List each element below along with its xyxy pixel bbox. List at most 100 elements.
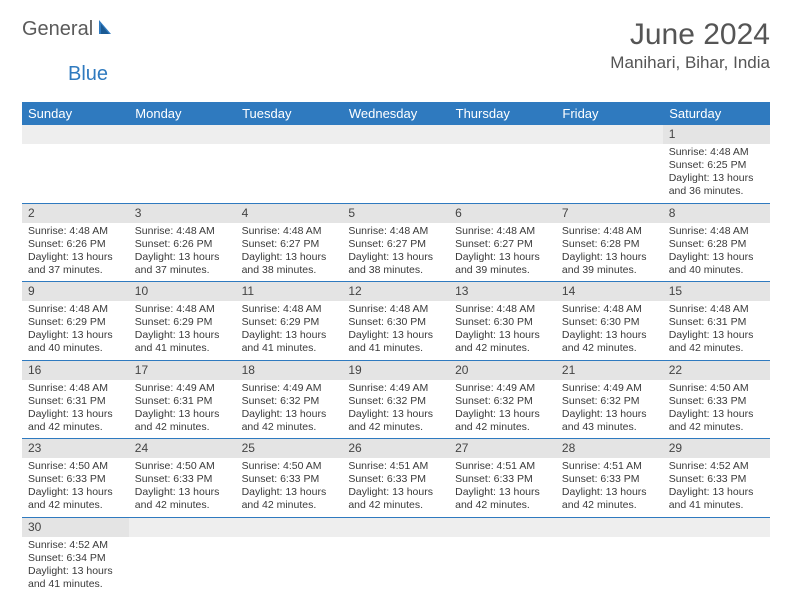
day-body: Sunrise: 4:48 AMSunset: 6:29 PMDaylight:… bbox=[22, 301, 129, 360]
sunset-text: Sunset: 6:29 PM bbox=[28, 316, 123, 329]
daylight-text: Daylight: 13 hours and 42 minutes. bbox=[135, 486, 230, 512]
sunrise-text: Sunrise: 4:50 AM bbox=[669, 382, 764, 395]
day-number: 15 bbox=[663, 282, 770, 301]
day-body: Sunrise: 4:48 AMSunset: 6:29 PMDaylight:… bbox=[236, 301, 343, 360]
day-number-empty bbox=[556, 125, 663, 144]
daylight-text: Daylight: 13 hours and 41 minutes. bbox=[28, 565, 123, 591]
sunrise-text: Sunrise: 4:50 AM bbox=[135, 460, 230, 473]
daylight-text: Daylight: 13 hours and 37 minutes. bbox=[28, 251, 123, 277]
sunrise-text: Sunrise: 4:52 AM bbox=[28, 539, 123, 552]
sunrise-text: Sunrise: 4:49 AM bbox=[135, 382, 230, 395]
calendar-cell: 16Sunrise: 4:48 AMSunset: 6:31 PMDayligh… bbox=[22, 360, 129, 439]
day-number: 26 bbox=[342, 439, 449, 458]
sunrise-text: Sunrise: 4:48 AM bbox=[348, 303, 443, 316]
sunrise-text: Sunrise: 4:51 AM bbox=[348, 460, 443, 473]
sunrise-text: Sunrise: 4:48 AM bbox=[28, 382, 123, 395]
sunset-text: Sunset: 6:26 PM bbox=[135, 238, 230, 251]
logo-text-blue: Blue bbox=[68, 63, 108, 85]
day-number-empty bbox=[129, 125, 236, 144]
sunset-text: Sunset: 6:30 PM bbox=[455, 316, 550, 329]
calendar-cell: 30Sunrise: 4:52 AMSunset: 6:34 PMDayligh… bbox=[22, 517, 129, 595]
calendar-row: 16Sunrise: 4:48 AMSunset: 6:31 PMDayligh… bbox=[22, 360, 770, 439]
daylight-text: Daylight: 13 hours and 39 minutes. bbox=[455, 251, 550, 277]
calendar-cell bbox=[342, 517, 449, 595]
day-body: Sunrise: 4:49 AMSunset: 6:32 PMDaylight:… bbox=[556, 380, 663, 439]
daylight-text: Daylight: 13 hours and 41 minutes. bbox=[348, 329, 443, 355]
sunset-text: Sunset: 6:31 PM bbox=[28, 395, 123, 408]
calendar-cell: 18Sunrise: 4:49 AMSunset: 6:32 PMDayligh… bbox=[236, 360, 343, 439]
day-body: Sunrise: 4:48 AMSunset: 6:29 PMDaylight:… bbox=[129, 301, 236, 360]
weekday-header-row: Sunday Monday Tuesday Wednesday Thursday… bbox=[22, 102, 770, 125]
header: General June 2024 Manihari, Bihar, India bbox=[22, 18, 770, 73]
weekday-tuesday: Tuesday bbox=[236, 102, 343, 125]
weekday-wednesday: Wednesday bbox=[342, 102, 449, 125]
sunrise-text: Sunrise: 4:48 AM bbox=[28, 303, 123, 316]
day-body: Sunrise: 4:48 AMSunset: 6:27 PMDaylight:… bbox=[342, 223, 449, 282]
day-number: 24 bbox=[129, 439, 236, 458]
sunset-text: Sunset: 6:32 PM bbox=[562, 395, 657, 408]
daylight-text: Daylight: 13 hours and 42 minutes. bbox=[455, 486, 550, 512]
calendar-cell: 27Sunrise: 4:51 AMSunset: 6:33 PMDayligh… bbox=[449, 439, 556, 518]
day-number: 20 bbox=[449, 361, 556, 380]
sunrise-text: Sunrise: 4:48 AM bbox=[562, 225, 657, 238]
calendar-cell: 22Sunrise: 4:50 AMSunset: 6:33 PMDayligh… bbox=[663, 360, 770, 439]
day-body: Sunrise: 4:51 AMSunset: 6:33 PMDaylight:… bbox=[449, 458, 556, 517]
day-body: Sunrise: 4:48 AMSunset: 6:31 PMDaylight:… bbox=[22, 380, 129, 439]
sunset-text: Sunset: 6:31 PM bbox=[135, 395, 230, 408]
daylight-text: Daylight: 13 hours and 42 minutes. bbox=[669, 408, 764, 434]
day-number: 22 bbox=[663, 361, 770, 380]
calendar-cell: 25Sunrise: 4:50 AMSunset: 6:33 PMDayligh… bbox=[236, 439, 343, 518]
day-body: Sunrise: 4:48 AMSunset: 6:27 PMDaylight:… bbox=[449, 223, 556, 282]
day-body: Sunrise: 4:48 AMSunset: 6:31 PMDaylight:… bbox=[663, 301, 770, 360]
daylight-text: Daylight: 13 hours and 40 minutes. bbox=[669, 251, 764, 277]
sunset-text: Sunset: 6:29 PM bbox=[242, 316, 337, 329]
sunset-text: Sunset: 6:32 PM bbox=[455, 395, 550, 408]
day-number: 4 bbox=[236, 204, 343, 223]
daylight-text: Daylight: 13 hours and 42 minutes. bbox=[135, 408, 230, 434]
day-number-empty bbox=[449, 518, 556, 537]
day-body: Sunrise: 4:48 AMSunset: 6:30 PMDaylight:… bbox=[449, 301, 556, 360]
day-number: 27 bbox=[449, 439, 556, 458]
calendar-cell bbox=[342, 125, 449, 203]
logo: General bbox=[22, 18, 119, 41]
sunset-text: Sunset: 6:25 PM bbox=[669, 159, 764, 172]
day-number-empty bbox=[129, 518, 236, 537]
day-body: Sunrise: 4:48 AMSunset: 6:30 PMDaylight:… bbox=[556, 301, 663, 360]
day-body: Sunrise: 4:52 AMSunset: 6:33 PMDaylight:… bbox=[663, 458, 770, 517]
day-number: 8 bbox=[663, 204, 770, 223]
sunrise-text: Sunrise: 4:48 AM bbox=[669, 146, 764, 159]
calendar-table: Sunday Monday Tuesday Wednesday Thursday… bbox=[22, 102, 770, 595]
day-number: 9 bbox=[22, 282, 129, 301]
calendar-cell bbox=[129, 517, 236, 595]
sunset-text: Sunset: 6:27 PM bbox=[242, 238, 337, 251]
day-body: Sunrise: 4:50 AMSunset: 6:33 PMDaylight:… bbox=[129, 458, 236, 517]
day-number-empty bbox=[449, 125, 556, 144]
daylight-text: Daylight: 13 hours and 43 minutes. bbox=[562, 408, 657, 434]
calendar-cell bbox=[236, 517, 343, 595]
day-number: 12 bbox=[342, 282, 449, 301]
calendar-cell: 10Sunrise: 4:48 AMSunset: 6:29 PMDayligh… bbox=[129, 282, 236, 361]
calendar-row: 30Sunrise: 4:52 AMSunset: 6:34 PMDayligh… bbox=[22, 517, 770, 595]
weekday-thursday: Thursday bbox=[449, 102, 556, 125]
daylight-text: Daylight: 13 hours and 41 minutes. bbox=[669, 486, 764, 512]
day-number: 16 bbox=[22, 361, 129, 380]
day-number-empty bbox=[342, 518, 449, 537]
day-number: 14 bbox=[556, 282, 663, 301]
sunset-text: Sunset: 6:33 PM bbox=[348, 473, 443, 486]
daylight-text: Daylight: 13 hours and 42 minutes. bbox=[348, 486, 443, 512]
sunrise-text: Sunrise: 4:48 AM bbox=[242, 303, 337, 316]
sunset-text: Sunset: 6:33 PM bbox=[135, 473, 230, 486]
calendar-cell: 4Sunrise: 4:48 AMSunset: 6:27 PMDaylight… bbox=[236, 203, 343, 282]
day-body: Sunrise: 4:50 AMSunset: 6:33 PMDaylight:… bbox=[663, 380, 770, 439]
sunset-text: Sunset: 6:34 PM bbox=[28, 552, 123, 565]
calendar-cell bbox=[556, 517, 663, 595]
calendar-cell: 11Sunrise: 4:48 AMSunset: 6:29 PMDayligh… bbox=[236, 282, 343, 361]
calendar-row: 1Sunrise: 4:48 AMSunset: 6:25 PMDaylight… bbox=[22, 125, 770, 203]
calendar-cell bbox=[663, 517, 770, 595]
calendar-cell: 15Sunrise: 4:48 AMSunset: 6:31 PMDayligh… bbox=[663, 282, 770, 361]
sunset-text: Sunset: 6:28 PM bbox=[669, 238, 764, 251]
calendar-row: 23Sunrise: 4:50 AMSunset: 6:33 PMDayligh… bbox=[22, 439, 770, 518]
calendar-cell bbox=[129, 125, 236, 203]
calendar-cell: 2Sunrise: 4:48 AMSunset: 6:26 PMDaylight… bbox=[22, 203, 129, 282]
sunrise-text: Sunrise: 4:48 AM bbox=[348, 225, 443, 238]
